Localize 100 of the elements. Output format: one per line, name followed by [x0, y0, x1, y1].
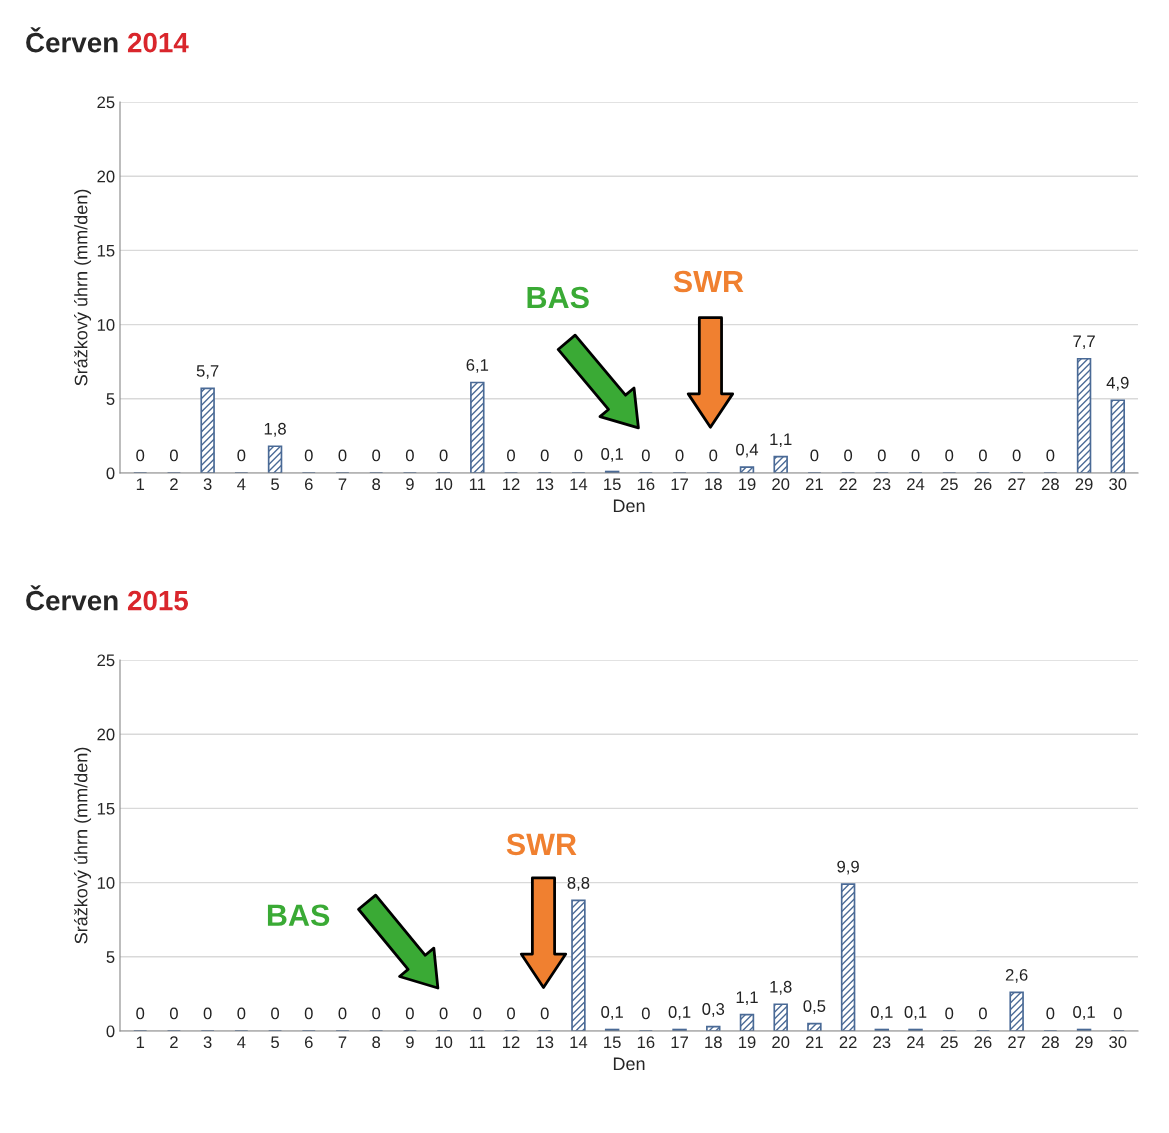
data-label: 0	[945, 1007, 954, 1020]
chart-title: Červen 2014	[26, 27, 189, 53]
y-tick-label: 15	[97, 244, 115, 257]
x-axis-title: Den	[613, 1057, 645, 1071]
data-label: 0	[338, 449, 347, 462]
data-label: 0,1	[601, 448, 623, 462]
x-tick-label: 17	[671, 478, 688, 490]
x-tick-label: 16	[637, 478, 655, 491]
data-label: 0	[641, 1007, 650, 1020]
x-tick-label: 13	[536, 478, 554, 491]
x-tick-label: 18	[705, 478, 722, 491]
x-tick-label: 13	[536, 1036, 554, 1049]
x-tick-label: 1	[136, 478, 145, 490]
x-tick-label: 12	[503, 478, 520, 490]
x-tick-label: 20	[772, 1036, 790, 1049]
x-tick-label: 11	[469, 1036, 486, 1048]
x-tick-label: 8	[372, 1036, 381, 1049]
x-tick-label: 21	[805, 1036, 823, 1048]
x-tick-label: 30	[1109, 478, 1127, 491]
data-label: 0	[237, 1007, 246, 1020]
data-label: 0	[945, 449, 954, 462]
data-label: 0	[911, 449, 920, 462]
data-label: 0	[203, 1007, 212, 1020]
data-label: 0	[271, 1007, 280, 1020]
data-label: 0,1	[904, 1006, 927, 1020]
x-tick-label: 24	[907, 478, 925, 490]
data-label: 0	[675, 449, 684, 462]
x-axis-title: Den	[613, 499, 645, 513]
x-tick-label: 2	[170, 1036, 178, 1048]
x-tick-label: 22	[839, 478, 857, 490]
x-tick-label: 26	[974, 1036, 992, 1049]
data-label: 1,1	[736, 991, 758, 1006]
y-tick-label: 0	[106, 1025, 115, 1038]
data-label: 0	[1012, 449, 1021, 462]
data-label: 0	[372, 449, 381, 462]
y-tick-label: 25	[97, 654, 115, 667]
data-label: 4,9	[1106, 376, 1129, 391]
data-label: 0	[978, 449, 987, 462]
data-label: 5,7	[196, 365, 219, 379]
data-label: 0	[136, 449, 145, 462]
data-label: 0	[169, 1007, 178, 1020]
x-tick-label: 26	[974, 478, 992, 491]
x-tick-label: 14	[570, 1036, 588, 1048]
x-tick-label: 6	[304, 478, 313, 491]
x-tick-label: 29	[1075, 478, 1093, 491]
x-tick-label: 9	[406, 1036, 414, 1049]
x-tick-label: 8	[372, 478, 381, 491]
x-tick-label: 7	[338, 1036, 347, 1048]
data-label: 0,5	[803, 1000, 826, 1014]
x-tick-label: 18	[705, 1036, 722, 1049]
x-tick-label: 11	[469, 478, 486, 490]
y-axis-title: Srážkový úhrn (mm/den)	[74, 747, 92, 944]
x-tick-label: 21	[805, 478, 823, 490]
x-tick-label: 9	[406, 478, 414, 491]
x-tick-label: 19	[738, 1036, 756, 1049]
x-tick-label: 5	[271, 478, 279, 491]
x-tick-label: 15	[604, 1036, 621, 1049]
x-tick-label: 28	[1041, 478, 1059, 491]
annotation: BAS	[267, 904, 330, 927]
x-tick-label: 27	[1008, 478, 1026, 490]
y-tick-label: 15	[97, 802, 115, 815]
data-label: 0	[372, 1007, 381, 1020]
data-label: 0	[338, 1007, 347, 1020]
data-label: 0	[473, 1007, 482, 1020]
data-label: 0	[405, 1007, 414, 1020]
x-tick-label: 2	[170, 478, 178, 490]
data-label: 0	[304, 449, 313, 462]
data-label: 1,8	[770, 980, 792, 995]
x-tick-label: 10	[435, 478, 453, 491]
data-label: 6,1	[466, 359, 489, 373]
data-label: 0	[844, 449, 853, 462]
data-label: 0,1	[601, 1006, 623, 1020]
data-label: 0	[1046, 1007, 1055, 1020]
y-tick-label: 20	[97, 170, 115, 183]
x-tick-label: 15	[604, 478, 621, 491]
x-tick-label: 16	[637, 1036, 655, 1049]
y-tick-label: 10	[97, 877, 115, 889]
x-tick-label: 14	[570, 478, 588, 490]
x-tick-label: 7	[338, 478, 347, 490]
x-tick-label: 1	[136, 1036, 145, 1048]
data-label: 9,9	[837, 860, 859, 875]
x-tick-label: 28	[1041, 1036, 1059, 1049]
data-label: 0,3	[702, 1003, 725, 1017]
y-tick-label: 20	[97, 728, 115, 741]
data-label: 8,8	[567, 876, 590, 891]
data-label: 0	[405, 449, 414, 462]
x-tick-label: 20	[772, 478, 790, 491]
x-tick-label: 29	[1075, 1036, 1093, 1049]
x-tick-label: 19	[738, 478, 756, 491]
x-tick-label: 6	[304, 1036, 313, 1049]
data-label: 0	[1046, 449, 1055, 462]
data-label: 1,1	[770, 433, 792, 448]
x-tick-label: 3	[203, 1036, 212, 1049]
annotation: SWR	[506, 833, 577, 856]
data-label: 0	[574, 449, 583, 462]
x-tick-label: 25	[940, 1036, 958, 1049]
annotation: SWR	[673, 270, 744, 293]
data-label: 0	[641, 449, 650, 462]
data-label: 0,1	[1073, 1006, 1095, 1020]
x-tick-label: 4	[237, 478, 246, 490]
